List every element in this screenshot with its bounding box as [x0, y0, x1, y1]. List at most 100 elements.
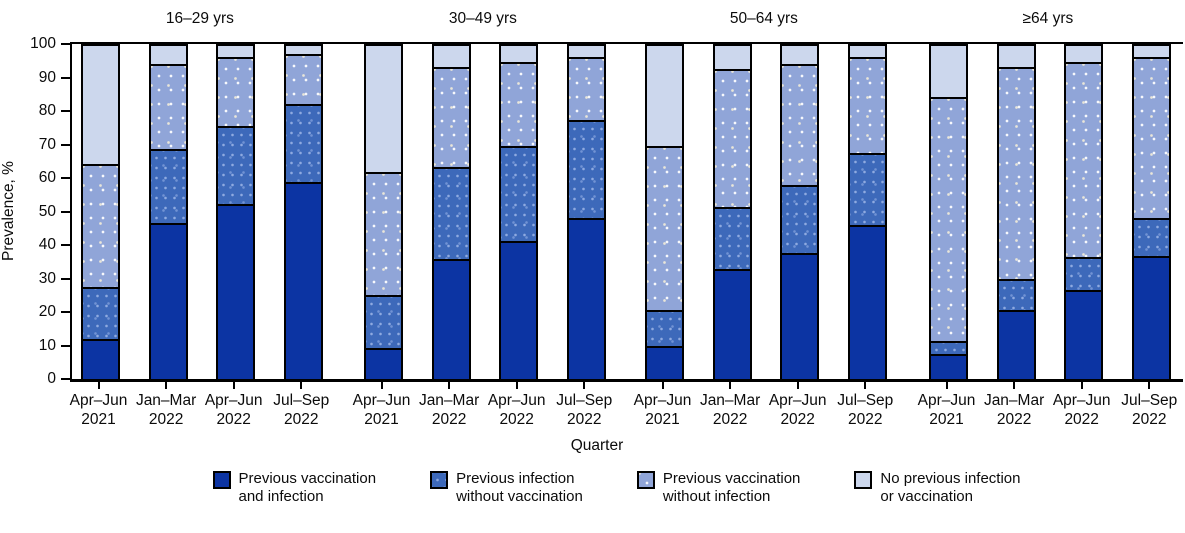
x-tick-label-year: 2022	[148, 411, 184, 428]
panel-title-64-yrs: ≥64 yrs	[1022, 10, 1074, 27]
x-axis-tick-64-yrs-jan-mar-2022	[1013, 382, 1016, 389]
x-tick-label-year: 2022	[216, 411, 251, 428]
y-axis-tick-label-20: 20	[38, 303, 56, 320]
bar-30-49-yrs-apr-jun-2022	[499, 44, 539, 379]
legend: Previous vaccination and infection Previ…	[0, 470, 1185, 505]
plot-area	[70, 42, 1183, 382]
segment-no-previous-infection-or-vaccination	[931, 46, 966, 97]
segment-previous-infection-without-vaccination	[568, 119, 604, 219]
segment-previous-infection-without-vaccination	[849, 152, 885, 225]
x-axis-tick-64-yrs-jul-sep-2022	[1148, 382, 1151, 389]
segment-previous-infection-without-vaccination	[83, 286, 118, 340]
legend-item-no-previous-infection-or-vaccination: No previous infection or vaccination	[854, 470, 1020, 505]
x-tick-label-year: 2021	[929, 411, 964, 428]
bar-16-29-yrs-apr-jun-2021	[81, 44, 120, 379]
legend-label-line1: Previous infection	[456, 470, 575, 487]
bar-16-29-yrs-apr-jun-2022	[216, 44, 256, 379]
segment-previous-vaccination-and-infection	[285, 182, 321, 379]
segment-previous-infection-without-vaccination	[714, 206, 750, 270]
segment-no-previous-infection-or-vaccination	[366, 46, 401, 172]
x-axis-tick-label-30-49-yrs-jan-mar-2022: Jan–Mar 2022	[406, 391, 492, 429]
bar-16-29-yrs-jan-mar-2022	[148, 44, 188, 379]
bar-64-yrs-apr-jun-2022	[1064, 44, 1104, 379]
legend-item-previous-vaccination-without-infection: Previous vaccination without infection	[636, 470, 801, 505]
x-tick-label-quarter: Jan–Mar	[699, 392, 761, 409]
segment-previous-vaccination-and-infection	[849, 224, 885, 379]
segment-previous-vaccination-and-infection	[1066, 290, 1102, 379]
legend-swatch-previous-vaccination-without-infection	[636, 471, 655, 489]
y-axis-tick-30	[61, 277, 70, 280]
y-axis-tick-label-70: 70	[38, 135, 56, 153]
segment-previous-vaccination-without-infection	[218, 57, 254, 127]
segment-no-previous-infection-or-vaccination	[433, 46, 469, 68]
legend-label-line1: Previous vaccination	[238, 470, 377, 487]
segment-previous-vaccination-without-infection	[568, 57, 604, 120]
y-axis-tick-80	[61, 110, 70, 112]
x-tick-label-year: 2022	[499, 411, 534, 428]
segment-previous-vaccination-without-infection	[1133, 57, 1169, 219]
segment-previous-vaccination-and-infection	[366, 347, 401, 379]
x-tick-label-quarter: Apr–Jun	[1052, 392, 1111, 409]
segment-previous-vaccination-and-infection	[1133, 256, 1169, 379]
x-tick-label-quarter: Jul–Sep	[837, 392, 894, 409]
x-axis-tick-label-64-yrs-apr-jun-2022: Apr–Jun 2022	[1039, 391, 1125, 429]
segment-previous-vaccination-without-infection	[782, 63, 818, 186]
x-tick-label-year: 2022	[284, 411, 319, 428]
x-axis-tick-label-16-29-yrs-jul-sep-2022: Jul–Sep 2022	[258, 391, 344, 429]
segment-previous-vaccination-and-infection	[83, 339, 118, 379]
x-tick-label-year: 2021	[81, 411, 116, 428]
y-axis-tick-label-10: 10	[38, 336, 56, 354]
segment-previous-vaccination-without-infection	[998, 67, 1034, 279]
segment-previous-infection-without-vaccination	[366, 294, 401, 348]
panel-title-50-64-yrs: 50–64 yrs	[729, 10, 798, 27]
segment-previous-vaccination-without-infection	[433, 67, 469, 168]
segment-previous-vaccination-and-infection	[501, 241, 537, 379]
segment-previous-infection-without-vaccination	[285, 103, 321, 183]
bar-50-64-yrs-jul-sep-2022	[847, 44, 887, 379]
bar-30-49-yrs-apr-jun-2021	[364, 44, 403, 379]
x-axis-tick-label-16-29-yrs-jan-mar-2022: Jan–Mar 2022	[123, 391, 209, 429]
segment-previous-vaccination-and-infection	[998, 309, 1034, 379]
x-axis-tick-30-49-yrs-jul-sep-2022	[583, 382, 586, 389]
segment-previous-vaccination-and-infection	[218, 203, 254, 379]
x-axis-tick-label-30-49-yrs-jul-sep-2022: Jul–Sep 2022	[541, 391, 627, 429]
x-axis-title: Quarter	[570, 437, 624, 454]
panel-title-16-29-yrs: 16–29 yrs	[165, 10, 234, 27]
segment-previous-infection-without-vaccination	[150, 149, 186, 224]
x-axis-tick-label-50-64-yrs-jan-mar-2022: Jan–Mar 2022	[687, 391, 773, 429]
x-tick-label-quarter: Jul–Sep	[273, 392, 330, 409]
x-axis-tick-30-49-yrs-apr-jun-2021	[380, 382, 383, 389]
segment-no-previous-infection-or-vaccination	[714, 46, 750, 69]
x-tick-label-year: 2021	[645, 411, 680, 428]
segment-previous-infection-without-vaccination	[647, 309, 682, 346]
legend-label-line1: Previous vaccination	[662, 470, 801, 487]
segment-previous-vaccination-and-infection	[782, 252, 818, 380]
x-tick-label-quarter: Apr–Jun	[768, 392, 827, 409]
x-axis-tick-label-16-29-yrs-apr-jun-2022: Apr–Jun 2022	[191, 391, 277, 429]
segment-previous-vaccination-and-infection	[647, 345, 682, 379]
segment-previous-vaccination-and-infection	[150, 223, 186, 379]
y-axis-tick-10	[61, 344, 70, 347]
panel-title-30-49-yrs: 30–49 yrs	[448, 10, 517, 27]
x-tick-label-quarter: Jul–Sep	[1121, 392, 1178, 409]
x-axis-tick-label-64-yrs-apr-jun-2021: Apr–Jun 2021	[904, 391, 990, 429]
segment-no-previous-infection-or-vaccination	[1066, 46, 1102, 63]
segment-previous-vaccination-without-infection	[931, 96, 966, 341]
x-tick-label-year: 2022	[780, 411, 815, 428]
segment-no-previous-infection-or-vaccination	[150, 46, 186, 64]
x-axis-tick-label-64-yrs-jul-sep-2022: Jul–Sep 2022	[1106, 391, 1185, 429]
segment-previous-vaccination-and-infection	[568, 218, 604, 379]
x-axis-tick-30-49-yrs-jan-mar-2022	[448, 382, 451, 389]
x-axis-tick-16-29-yrs-apr-jun-2022	[232, 382, 235, 389]
bar-50-64-yrs-apr-jun-2021	[645, 44, 684, 379]
segment-no-previous-infection-or-vaccination	[83, 46, 118, 164]
segment-previous-vaccination-without-infection	[285, 54, 321, 104]
bar-64-yrs-apr-jun-2021	[929, 44, 968, 379]
x-axis-tick-16-29-yrs-apr-jun-2021	[97, 382, 100, 389]
x-tick-label-quarter: Apr–Jun	[917, 392, 976, 409]
bar-64-yrs-jan-mar-2022	[996, 44, 1036, 379]
x-axis-tick-label-30-49-yrs-apr-jun-2022: Apr–Jun 2022	[474, 391, 560, 429]
segment-no-previous-infection-or-vaccination	[218, 46, 254, 58]
x-tick-label-year: 2022	[1132, 411, 1167, 428]
legend-label: Previous infection without vaccination	[456, 470, 583, 505]
